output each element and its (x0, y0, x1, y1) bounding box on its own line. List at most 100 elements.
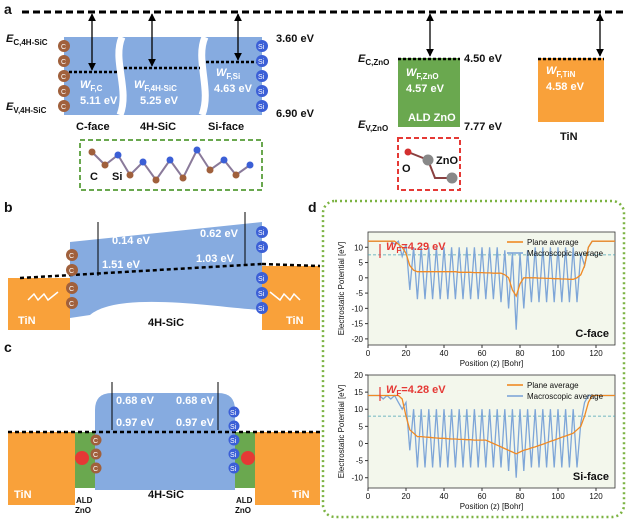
blocked-icon (75, 451, 89, 465)
wf-value: 5.11 eV (80, 95, 118, 107)
energy: 3.60 eV (276, 33, 315, 45)
material: TiN (14, 489, 32, 501)
material: TiN (560, 131, 578, 143)
atom: Si (258, 44, 265, 51)
legend-label: Macroscopic average (527, 249, 604, 258)
zn-atom (447, 173, 458, 184)
y-tick-label: 5 (359, 422, 364, 431)
energy: 0.97 eV (176, 417, 215, 429)
y-tick-label: 20 (354, 371, 363, 380)
atom: Si (258, 306, 265, 313)
atom: C (93, 452, 98, 459)
y-tick-label: 10 (354, 243, 363, 252)
wf-annotation: WF=4.29 eV (386, 241, 446, 255)
separator (202, 37, 206, 115)
layer-label: ZnO (75, 506, 91, 515)
x-tick-label: 40 (440, 349, 449, 358)
sic-band (95, 393, 235, 490)
energy: 4.50 eV (464, 53, 503, 65)
y-tick-label: 0 (359, 274, 364, 283)
subscript: V,ZnO (365, 124, 388, 133)
atom: C (69, 286, 74, 293)
subscript: F,Si (226, 72, 240, 81)
wf-value: 4.58 eV (546, 81, 585, 93)
material: 4H-SiC (148, 489, 184, 501)
face-label: 4H-SiC (140, 121, 176, 133)
x-tick-label: 0 (366, 492, 371, 501)
atom: C (61, 74, 66, 81)
ev-label: EV,4H-SiC (6, 101, 47, 115)
face-label: C-face (76, 121, 110, 133)
ec-label: EC,4H-SiC (6, 33, 48, 47)
y-tick-label: 10 (354, 405, 363, 414)
energy: 1.03 eV (196, 253, 235, 265)
value: =4.28 eV (401, 384, 446, 396)
face-label: Si-face (208, 121, 244, 133)
value: =4.29 eV (401, 241, 446, 253)
energy: 0.97 eV (116, 417, 155, 429)
x-tick-label: 120 (589, 492, 603, 501)
x-tick-label: 80 (516, 349, 525, 358)
atom: C (69, 268, 74, 275)
figure: a CCCCC SiSiSiSiSi EC,4H-SiC EV,4H-SiC 3… (0, 0, 629, 523)
y-tick-label: -15 (351, 320, 363, 329)
atom-label: ZnO (436, 155, 458, 167)
subscript: F,TiN (556, 70, 575, 79)
c-atoms: CCC (91, 435, 102, 474)
atom: C (61, 44, 66, 51)
subscript: C,ZnO (365, 58, 389, 67)
wf-value: 4.57 eV (406, 83, 445, 95)
material: 4H-SiC (148, 317, 184, 329)
annotation: C-face (575, 328, 609, 340)
atom: C (69, 253, 74, 260)
atom: Si (230, 466, 237, 473)
y-tick-label: -10 (351, 474, 363, 483)
y-tick-label: -20 (351, 335, 363, 344)
atom-label: Si (112, 171, 122, 183)
x-tick-label: 60 (478, 349, 487, 358)
subscript: F,4H-SiC (144, 84, 177, 93)
energy: 7.77 eV (464, 121, 503, 133)
tin-block (255, 432, 320, 505)
energy: 0.14 eV (112, 235, 151, 247)
ev-label: EV,ZnO (358, 119, 388, 133)
subscript: C,4H-SiC (13, 38, 47, 47)
ec-label: EC,ZnO (358, 53, 389, 67)
panel-label: d (308, 199, 317, 215)
wf-value: 5.25 eV (140, 95, 179, 107)
layer-label: ZnO (235, 506, 251, 515)
atom: Si (230, 410, 237, 417)
atom: Si (258, 245, 265, 252)
y-tick-label: 5 (359, 259, 364, 268)
x-axis-label: Position (z) [Bohr] (460, 502, 524, 511)
energy: 0.68 eV (176, 395, 215, 407)
material: ALD ZnO (408, 112, 456, 124)
energy: 6.90 eV (276, 108, 315, 120)
material: TiN (292, 489, 310, 501)
si-chain-atoms (115, 147, 254, 169)
subscript: F,C (90, 84, 102, 93)
separator (119, 37, 123, 115)
energy: 0.62 eV (200, 228, 239, 240)
atom: C (93, 438, 98, 445)
atom-label: O (402, 163, 411, 175)
wf-annotation: WF=4.28 eV (386, 384, 446, 398)
atom-label: C (90, 171, 98, 183)
subscript: F,ZnO (416, 72, 438, 81)
energy: 1.51 eV (102, 259, 141, 271)
subscript: V,4H-SiC (13, 106, 46, 115)
atom: Si (258, 276, 265, 283)
wf-value: 4.63 eV (214, 83, 253, 95)
atom: C (61, 89, 66, 96)
panel-label: a (4, 1, 12, 17)
y-tick-label: 15 (354, 388, 363, 397)
atom: Si (230, 424, 237, 431)
atom: Si (230, 452, 237, 459)
panel-label: c (4, 339, 12, 355)
y-tick-label: -5 (356, 457, 364, 466)
x-tick-label: 100 (551, 492, 565, 501)
annotation: Si-face (573, 471, 609, 483)
atom: C (61, 59, 66, 66)
y-tick-label: 0 (359, 439, 364, 448)
fermi-level (262, 264, 320, 266)
